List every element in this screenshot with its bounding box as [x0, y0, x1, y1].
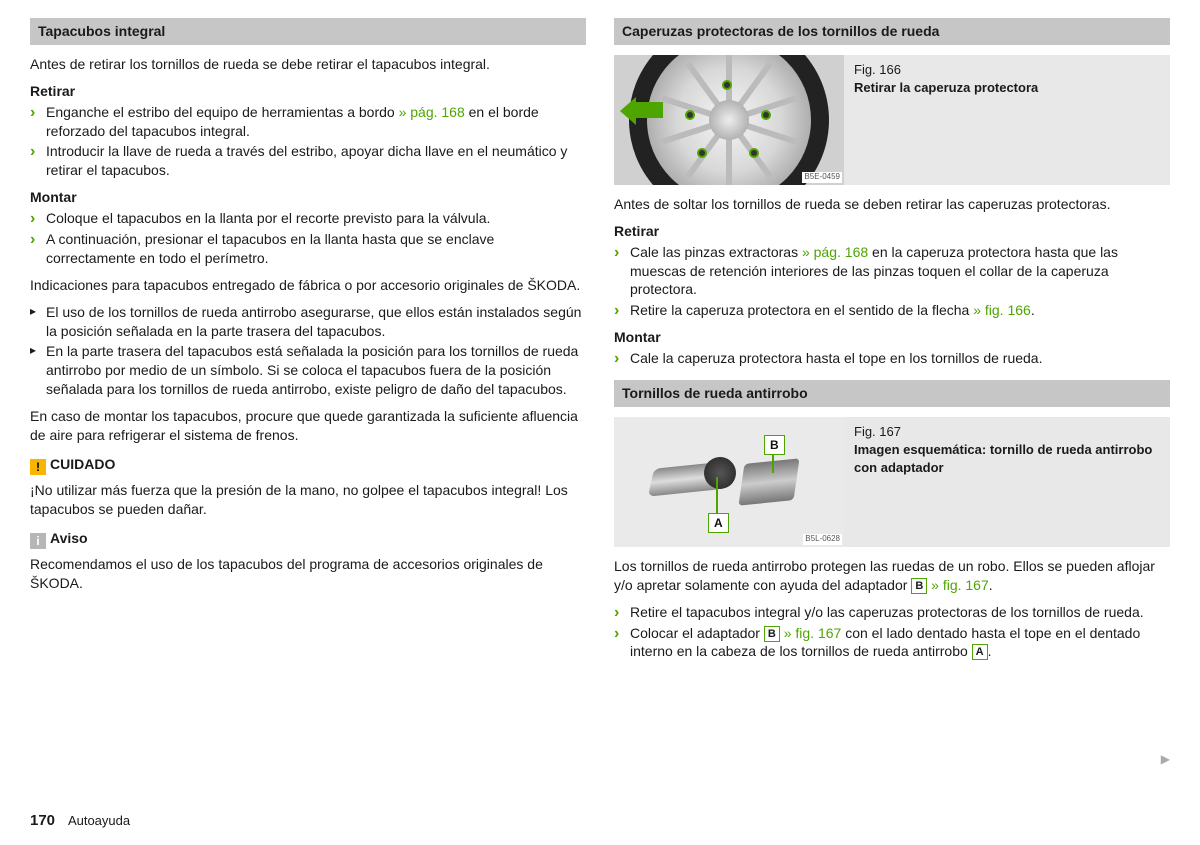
figure-167-image: A B B5L-0628 — [614, 417, 844, 547]
fig-ref[interactable]: » fig. 167 — [927, 577, 989, 593]
subhead-retirar: Retirar — [30, 82, 586, 101]
list-item: Cale las pinzas extractoras » pág. 168 e… — [614, 243, 1170, 300]
list-item: Coloque el tapacubos en la llanta por el… — [30, 209, 586, 228]
list-item: Enganche el estribo del equipo de herram… — [30, 103, 586, 141]
list-retirar: Enganche el estribo del equipo de herram… — [30, 103, 586, 181]
list-antirrobo: Retire el tapacubos integral y/o las cap… — [614, 603, 1170, 662]
subhead-montar: Montar — [30, 188, 586, 207]
list-retirar-cap: Cale las pinzas extractoras » pág. 168 e… — [614, 243, 1170, 321]
heading-antirrobo: Tornillos de rueda antirrobo — [614, 380, 1170, 407]
intro-antirrobo: Los tornillos de rueda antirrobo protege… — [614, 557, 1170, 595]
fig-ref[interactable]: » fig. 167 — [780, 625, 842, 641]
intro-left: Antes de retirar los tornillos de rueda … — [30, 55, 586, 74]
indications-intro: Indicaciones para tapacubos entregado de… — [30, 276, 586, 295]
callout-aviso: iAviso — [30, 529, 586, 549]
figure-166: B5E-0459 Fig. 166 Retirar la caperuza pr… — [614, 55, 1170, 185]
list-item: Retire la caperuza protectora en el sent… — [614, 301, 1170, 320]
list-indications: El uso de los tornillos de rueda antirro… — [30, 303, 586, 399]
list-item: Retire el tapacubos integral y/o las cap… — [614, 603, 1170, 622]
continue-icon: ▶ — [1161, 751, 1170, 767]
left-column: Tapacubos integral Antes de retirar los … — [30, 18, 586, 669]
list-item: A continuación, presionar el tapacubos e… — [30, 230, 586, 268]
list-item: El uso de los tornillos de rueda antirro… — [30, 303, 586, 341]
warning-icon: ! — [30, 459, 46, 475]
figure-167-caption: Fig. 167 Imagen esquemática: tornillo de… — [844, 417, 1170, 547]
label-a-inline: A — [972, 644, 988, 660]
figure-167: A B B5L-0628 Fig. 167 Imagen esquemática… — [614, 417, 1170, 547]
fig-ref[interactable]: » fig. 166 — [973, 302, 1031, 318]
subhead-montar-cap: Montar — [614, 328, 1170, 347]
label-a: A — [708, 513, 729, 533]
intro-caperuzas: Antes de soltar los tornillos de rueda s… — [614, 195, 1170, 214]
label-b: B — [764, 435, 785, 455]
arrow-icon — [620, 97, 663, 125]
image-code: B5E-0459 — [802, 172, 842, 183]
cuidado-text: ¡No utilizar más fuerza que la presión d… — [30, 481, 586, 519]
page-number: 170 — [30, 812, 55, 829]
subhead-retirar-cap: Retirar — [614, 222, 1170, 241]
callout-cuidado: !CUIDADO — [30, 455, 586, 475]
list-item: En la parte trasera del tapacubos está s… — [30, 342, 586, 399]
info-icon: i — [30, 533, 46, 549]
figure-166-image: B5E-0459 — [614, 55, 844, 185]
heading-tapacubos: Tapacubos integral — [30, 18, 586, 45]
list-item: Introducir la llave de rueda a través de… — [30, 142, 586, 180]
page-ref[interactable]: » pág. 168 — [802, 244, 868, 260]
cuidado-label: CUIDADO — [50, 456, 115, 472]
image-code: B5L-0628 — [803, 534, 842, 545]
list-montar-cap: Cale la caperuza protectora hasta el top… — [614, 349, 1170, 368]
list-montar: Coloque el tapacubos en la llanta por el… — [30, 209, 586, 268]
figure-166-caption: Fig. 166 Retirar la caperuza protectora — [844, 55, 1048, 185]
section-name: Autoayuda — [68, 813, 130, 828]
list-item: Cale la caperuza protectora hasta el top… — [614, 349, 1170, 368]
label-b-inline: B — [911, 578, 927, 594]
page-footer: 170 Autoayuda — [30, 811, 130, 831]
indications-after: En caso de montar los tapacubos, procure… — [30, 407, 586, 445]
heading-caperuzas: Caperuzas protectoras de los tornillos d… — [614, 18, 1170, 45]
aviso-text: Recomendamos el uso de los tapacubos del… — [30, 555, 586, 593]
label-b-inline: B — [764, 626, 780, 642]
aviso-label: Aviso — [50, 530, 88, 546]
right-column: Caperuzas protectoras de los tornillos d… — [614, 18, 1170, 669]
list-item: Colocar el adaptador B » fig. 167 con el… — [614, 624, 1170, 662]
page-ref[interactable]: » pág. 168 — [399, 104, 465, 120]
